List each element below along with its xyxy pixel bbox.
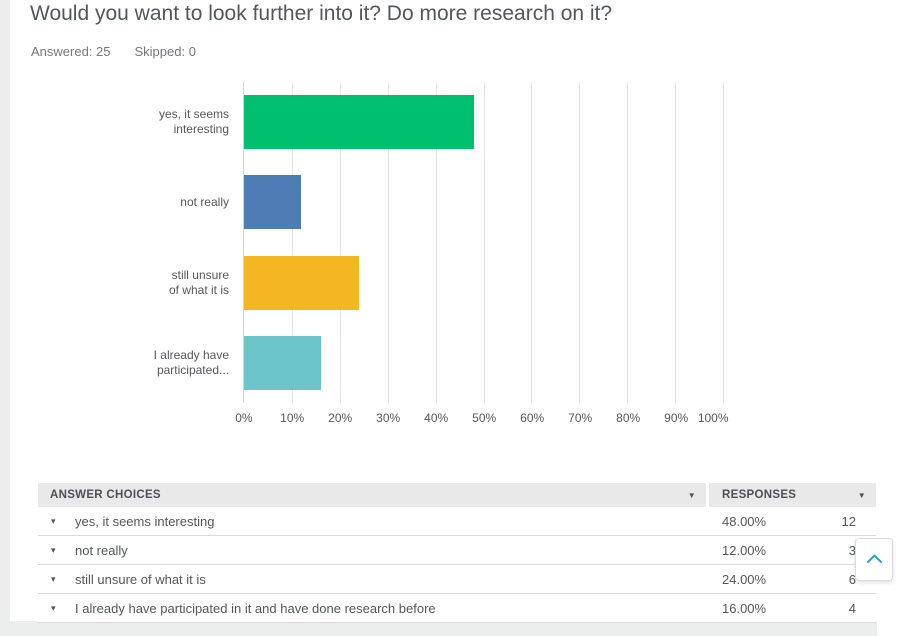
category-label: I already have participated...	[153, 347, 229, 377]
response-count: 4	[848, 600, 856, 616]
gridline	[627, 82, 629, 403]
table-body: ▾ yes, it seems interesting 48.00% 12 ▾ …	[38, 507, 876, 623]
chevron-up-icon	[866, 551, 883, 569]
answer-choice-label: still unsure of what it is	[75, 571, 206, 587]
table-row: ▾ I already have participated in it and …	[38, 594, 876, 623]
x-tick-label: 40%	[424, 411, 449, 425]
plot-area	[243, 82, 724, 403]
answer-choice-label: I already have participated in it and ha…	[75, 600, 436, 616]
bar[interactable]	[244, 255, 359, 310]
x-tick-label: 30%	[376, 411, 401, 425]
gridline	[387, 82, 389, 403]
row-expand-caret-icon[interactable]: ▾	[51, 515, 56, 526]
response-percent: 24.00%	[722, 571, 767, 587]
x-tick-label: 50%	[472, 411, 497, 425]
table-row: ▾ still unsure of what it is 24.00% 6	[38, 565, 876, 594]
header-responses[interactable]: RESPONSES ▼	[709, 483, 876, 507]
row-expand-caret-icon[interactable]: ▾	[51, 544, 56, 555]
response-meta: Answered: 25 Skipped: 0	[31, 44, 220, 59]
response-percent: 12.00%	[722, 542, 767, 558]
response-count: 3	[848, 542, 856, 558]
response-percent: 48.00%	[722, 513, 767, 529]
sort-caret-icon[interactable]: ▼	[687, 490, 696, 500]
x-tick-label: 100%	[697, 411, 729, 425]
header-answer-choices[interactable]: ANSWER CHOICES ▼	[38, 483, 706, 507]
gridline	[339, 82, 341, 403]
bar-row	[244, 162, 723, 242]
table-row: ▾ yes, it seems interesting 48.00% 12	[38, 507, 876, 536]
page-background-left	[0, 0, 10, 622]
gridline	[675, 82, 677, 403]
answered-count: Answered: 25	[31, 44, 111, 59]
answer-choice-label: not really	[75, 542, 128, 558]
response-count: 6	[848, 571, 856, 587]
question-card: Would you want to look further into it? …	[10, 0, 897, 623]
sort-caret-icon[interactable]: ▼	[857, 490, 866, 500]
bar-row	[244, 243, 723, 323]
response-count: 12	[841, 513, 856, 529]
bar-chart: yes, it seems interesting not really still …	[106, 82, 729, 425]
category-label: yes, it seems interesting	[158, 107, 229, 137]
row-expand-caret-icon[interactable]: ▾	[51, 602, 56, 613]
answers-table: ANSWER CHOICES ▼ RESPONSES ▼ ▾ yes, it s…	[38, 483, 876, 623]
bar[interactable]	[244, 175, 302, 230]
gridline	[531, 82, 533, 403]
x-tick-label: 70%	[568, 411, 593, 425]
gridline	[483, 82, 485, 403]
row-expand-caret-icon[interactable]: ▾	[51, 573, 56, 584]
gridline	[723, 82, 724, 403]
x-tick-label: 20%	[328, 411, 353, 425]
category-label: not really	[180, 194, 229, 209]
header-answer-choices-label: ANSWER CHOICES	[50, 489, 161, 501]
answer-choice-label: yes, it seems interesting	[75, 513, 215, 529]
x-tick-label: 80%	[616, 411, 641, 425]
gridline	[579, 82, 581, 403]
x-tick-label: 90%	[664, 411, 689, 425]
bar[interactable]	[244, 335, 321, 390]
scroll-to-top-button[interactable]	[855, 538, 893, 581]
table-header: ANSWER CHOICES ▼ RESPONSES ▼	[38, 483, 876, 507]
gridline	[291, 82, 293, 403]
bar[interactable]	[244, 95, 474, 150]
x-tick-label: 60%	[520, 411, 545, 425]
response-percent: 16.00%	[722, 600, 767, 616]
question-title: Would you want to look further into it? …	[30, 2, 613, 25]
x-tick-label: 10%	[280, 411, 305, 425]
skipped-count: Skipped: 0	[134, 44, 196, 59]
category-labels: yes, it seems interesting not really still …	[106, 82, 236, 403]
x-axis-ticks: 0% 10% 20% 30% 40% 50% 60% 70% 80% 90% 100%	[235, 411, 728, 427]
x-tick-label: 0%	[235, 411, 253, 425]
category-label: still unsure of what it is	[168, 267, 229, 297]
header-responses-label: RESPONSES	[722, 489, 797, 501]
bar-row	[244, 82, 723, 162]
gridline	[435, 82, 437, 403]
table-row: ▾ not really 12.00% 3	[38, 536, 876, 565]
bar-row	[244, 323, 723, 403]
page-background-bottom	[0, 621, 877, 636]
